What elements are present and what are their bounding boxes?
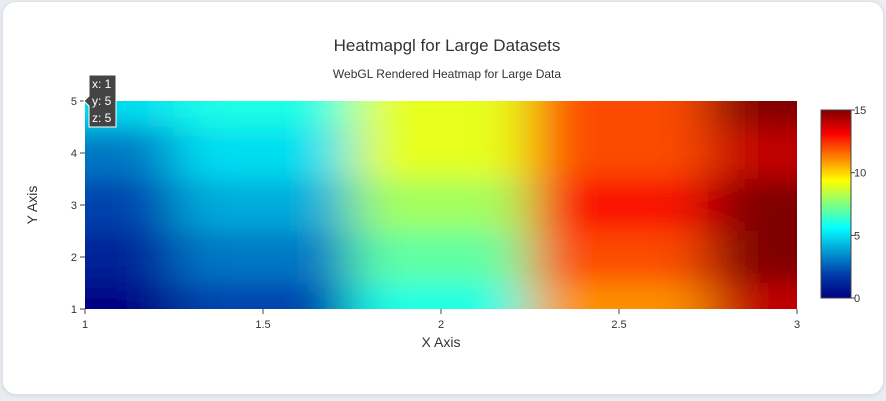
heatmap-cell[interactable] [708, 127, 886, 179]
heatmap-cell[interactable] [352, 283, 530, 387]
heatmap-cell[interactable] [0, 231, 174, 283]
heatmap-cell[interactable] [174, 179, 352, 231]
tooltip-z: z: 5 [92, 111, 112, 125]
heatmap-cell[interactable] [174, 283, 352, 387]
colorbar [820, 109, 852, 299]
y-tick-label: 3 [71, 200, 77, 212]
heatmap-cell[interactable] [352, 231, 530, 283]
chart-title: Heatmapgl for Large Datasets [334, 36, 561, 55]
y-tick-label: 1 [71, 304, 77, 316]
y-axis-ticks: 1 2 3 4 5 [71, 96, 85, 316]
heatmap-cell[interactable] [174, 23, 352, 127]
heatmap-cell[interactable] [708, 231, 886, 283]
heatmap-cell[interactable] [352, 23, 530, 127]
colorbar-ticks: 0 5 10 15 [851, 105, 866, 305]
tooltip-box [83, 74, 117, 128]
heatmap-cell[interactable] [708, 23, 886, 127]
heatmap-cell[interactable] [174, 231, 352, 283]
y-tick-label: 4 [71, 148, 77, 160]
heatmap-cell[interactable] [352, 127, 530, 179]
heatmap-cell[interactable] [174, 127, 352, 179]
x-axis-ticks: 1 1.5 2 2.5 3 [82, 309, 800, 331]
x-tick-label: 1.5 [255, 319, 270, 331]
colorbar-tick-label: 15 [854, 105, 866, 117]
heatmap-cell[interactable] [530, 283, 708, 387]
colorbar-tick-label: 5 [854, 230, 860, 242]
heatmap-cell[interactable] [530, 127, 708, 179]
heatmap-cell[interactable] [708, 283, 886, 387]
heatmap-plot-area[interactable] [0, 23, 886, 387]
heatmap-cell[interactable] [0, 127, 174, 179]
chart-subtitle: WebGL Rendered Heatmap for Large Data [333, 67, 561, 81]
colorbar-tick-label: 10 [854, 168, 866, 180]
heatmap-cell[interactable] [0, 23, 174, 127]
y-axis-title: Y Axis [24, 186, 40, 225]
colorbar-tick-label: 0 [854, 293, 860, 305]
y-tick-label: 2 [71, 252, 77, 264]
heatmap-cell[interactable] [352, 179, 530, 231]
heatmap-cell[interactable] [0, 283, 174, 387]
tooltip-x: x: 1 [92, 77, 112, 91]
hover-tooltip: x: 1 y: 5 z: 5 [83, 74, 117, 128]
x-tick-label: 2 [438, 319, 444, 331]
x-tick-label: 2.5 [611, 319, 626, 331]
y-tick-label: 5 [71, 96, 77, 108]
tooltip-y: y: 5 [92, 94, 112, 108]
heatmap-cell[interactable] [530, 23, 708, 127]
x-axis-title: X Axis [422, 334, 461, 350]
heatmap-cell[interactable] [530, 231, 708, 283]
heatmap-cell[interactable] [0, 179, 174, 231]
x-tick-label: 3 [794, 319, 800, 331]
x-tick-label: 1 [82, 319, 88, 331]
heatmap-cell[interactable] [530, 179, 708, 231]
heatmap-cell[interactable] [708, 179, 886, 231]
